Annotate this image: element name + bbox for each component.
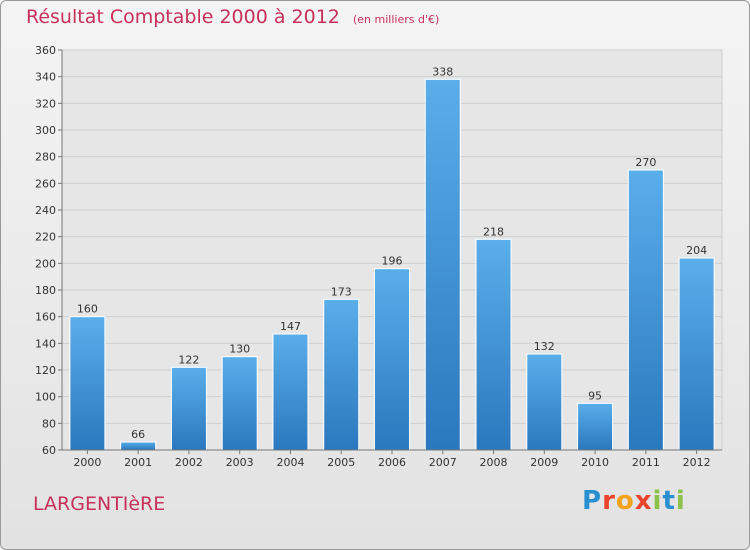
data-label: 130 xyxy=(229,343,250,356)
data-label: 204 xyxy=(686,244,707,257)
data-label: 218 xyxy=(483,225,504,238)
y-tick-label: 100 xyxy=(35,391,56,404)
data-label: 196 xyxy=(382,255,403,268)
chart-title: Résultat Comptable 2000 à 2012 xyxy=(26,6,340,28)
chart-subtitle: (en milliers d'€) xyxy=(352,13,440,26)
logo-letter: x xyxy=(634,486,653,516)
x-tick-label: 2006 xyxy=(378,456,406,469)
bar xyxy=(424,78,461,451)
y-tick-label: 360 xyxy=(35,44,56,57)
logo-letter: i xyxy=(652,486,663,516)
bars: 160 66 122 130 147 173 196 338 218 132 95 270 204 xyxy=(69,65,715,451)
bar xyxy=(323,298,360,451)
bar xyxy=(69,316,106,451)
y-tick-label: 120 xyxy=(35,364,56,377)
x-tick-label: 2001 xyxy=(124,456,152,469)
y-tick-label: 80 xyxy=(42,417,56,430)
y-tick-label: 140 xyxy=(35,337,56,350)
data-label: 95 xyxy=(588,389,602,402)
y-tick-label: 240 xyxy=(35,204,56,217)
x-tick-label: 2007 xyxy=(429,456,457,469)
data-label: 338 xyxy=(432,65,453,78)
bar xyxy=(526,353,563,451)
x-axis: 2000 2001 2002 2003 2004 2005 2006 2007 2008 2009… xyxy=(62,449,722,469)
x-tick-label: 2011 xyxy=(632,456,660,469)
bar xyxy=(678,257,715,451)
bar xyxy=(577,402,614,451)
x-tick-label: 2012 xyxy=(683,456,711,469)
proxiti-logo: Proxiti xyxy=(582,486,686,516)
bar xyxy=(221,356,258,451)
bar xyxy=(374,268,410,451)
x-tick-label: 2010 xyxy=(581,456,609,469)
y-tick-label: 160 xyxy=(35,311,56,324)
data-label: 147 xyxy=(280,320,301,333)
y-tick-label: 260 xyxy=(35,177,56,190)
logo-letter: t xyxy=(662,486,676,516)
logo-letter: r xyxy=(602,486,616,516)
bar xyxy=(120,441,157,451)
title-row: Résultat Comptable 2000 à 2012 (en milli… xyxy=(26,6,439,28)
logo-letter: o xyxy=(615,486,635,516)
data-label: 173 xyxy=(331,285,352,298)
place-name: LARGENTIèRE xyxy=(33,493,166,515)
y-tick-label: 280 xyxy=(35,151,56,164)
bar xyxy=(272,333,309,451)
y-tick-label: 340 xyxy=(35,71,56,84)
y-tick-label: 180 xyxy=(35,284,56,297)
x-tick-label: 2008 xyxy=(480,456,508,469)
logo-letter: P xyxy=(582,486,603,516)
data-label: 122 xyxy=(178,353,199,366)
y-tick-label: 60 xyxy=(42,444,56,457)
x-tick-label: 2003 xyxy=(226,456,254,469)
bar xyxy=(170,366,207,451)
data-label: 132 xyxy=(534,340,555,353)
x-tick-label: 2000 xyxy=(73,456,101,469)
y-tick-label: 320 xyxy=(35,97,56,110)
y-axis: 60 80 100 120 140 160 180 200 220 240 260 280 300 320… xyxy=(35,44,63,457)
logo-letter: i xyxy=(675,486,686,516)
data-label: 270 xyxy=(635,156,656,169)
y-tick-label: 200 xyxy=(35,257,56,270)
data-label: 160 xyxy=(77,303,98,316)
y-tick-label: 220 xyxy=(35,231,56,244)
x-tick-label: 2002 xyxy=(175,456,203,469)
y-tick-label: 300 xyxy=(35,124,56,137)
bar xyxy=(475,238,512,451)
x-tick-label: 2004 xyxy=(276,456,304,469)
data-label: 66 xyxy=(131,428,145,441)
bar xyxy=(627,169,664,451)
x-tick-label: 2009 xyxy=(530,456,558,469)
x-tick-label: 2005 xyxy=(327,456,355,469)
